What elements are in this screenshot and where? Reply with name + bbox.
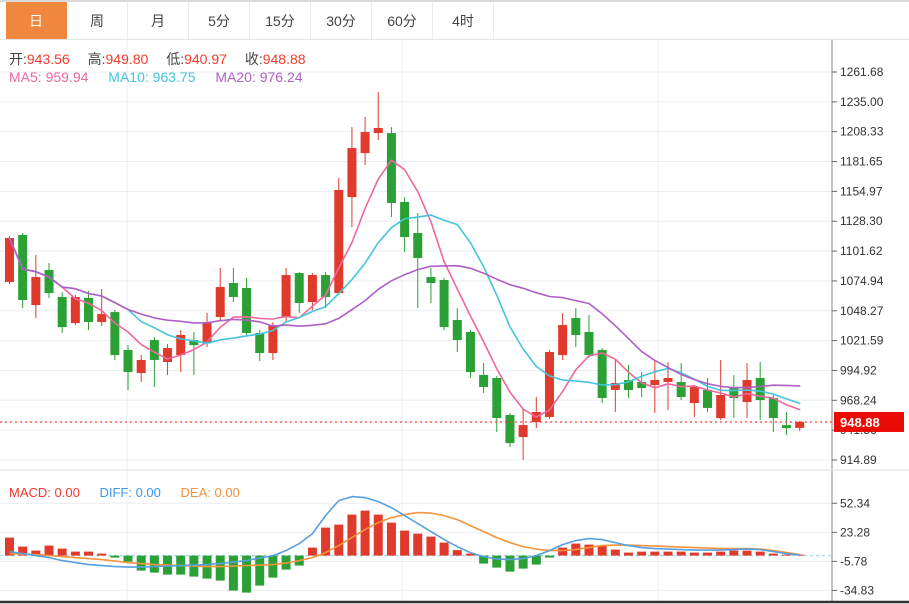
diff-line	[9, 495, 800, 568]
candles-layer	[5, 92, 805, 460]
y-axis-label: 52.34	[840, 496, 870, 510]
y-axis-label: 23.28	[840, 525, 870, 539]
period-tabbar: 日周月 5分 15分 30分 60分 4时	[0, 0, 909, 40]
y-axis-label: 1261.68	[840, 65, 884, 79]
macd-histogram	[5, 510, 805, 593]
ma10-value: MA10: 963.75	[108, 69, 196, 85]
open-label: 开:	[9, 51, 27, 67]
y-axis-label: 1208.33	[840, 125, 884, 139]
ma20-value: MA20: 976.24	[215, 69, 303, 85]
y-axis-label: 968.24	[840, 393, 877, 407]
y-axis-label: 1128.30	[840, 214, 883, 228]
tab-30min[interactable]: 30分	[311, 2, 372, 39]
y-axis-label: 1154.97	[840, 184, 883, 198]
low-value: 940.97	[184, 51, 227, 67]
y-axis-label: -34.83	[840, 583, 874, 597]
ma-header: MA5: 959.94 MA10: 963.75 MA20: 976.24	[9, 69, 319, 85]
open-value: 943.56	[26, 51, 70, 67]
tab-week[interactable]: 周	[67, 2, 128, 39]
y-axis-label: 1074.94	[840, 274, 884, 288]
tab-60min[interactable]: 60分	[372, 2, 433, 39]
tab-15min[interactable]: 15分	[250, 2, 311, 39]
dea-line	[9, 511, 800, 568]
close-value: 948.88	[262, 51, 306, 67]
y-axis-label: 1021.59	[840, 334, 884, 348]
tab-4hour[interactable]: 4时	[433, 2, 494, 39]
tab-month[interactable]: 月	[128, 2, 189, 39]
y-axis-label: 1048.27	[840, 304, 884, 318]
high-value: 949.80	[105, 51, 149, 67]
ma5-line	[8, 159, 801, 418]
ma20-line	[8, 237, 801, 389]
low-label: 低:	[166, 51, 185, 67]
dea-value: DEA: 0.00	[180, 485, 240, 500]
current-price-tag-value: 948.88	[840, 415, 880, 430]
y-axis-label: 994.92	[840, 363, 877, 377]
y-axis-label: -5.78	[840, 554, 868, 568]
tab-5min[interactable]: 5分	[189, 2, 250, 39]
ohlc-header: 开:943.56 高:949.80 低:940.97 收:948.88	[9, 49, 320, 69]
grid-lines	[0, 40, 832, 602]
y-axis-label: 914.89	[840, 453, 877, 467]
y-axis: 1261.68 1235.00 1208.33 1181.65 1154.97 1128.…	[831, 40, 884, 602]
y-axis-label: 1101.62	[840, 244, 883, 258]
current-price-tag: 948.88	[834, 411, 904, 432]
macd-value: MACD: 0.00	[9, 485, 80, 500]
macd-header: MACD: 0.00 DIFF: 0.00 DEA: 0.00	[9, 485, 256, 500]
y-axis-label: 1235.00	[840, 95, 884, 109]
diff-value: DIFF: 0.00	[99, 485, 161, 500]
tab-day[interactable]: 日	[6, 2, 67, 39]
y-axis-label: 1181.65	[840, 155, 883, 169]
ma5-value: MA5: 959.94	[9, 69, 89, 85]
high-label: 高:	[87, 51, 106, 67]
close-label: 收:	[244, 51, 263, 67]
